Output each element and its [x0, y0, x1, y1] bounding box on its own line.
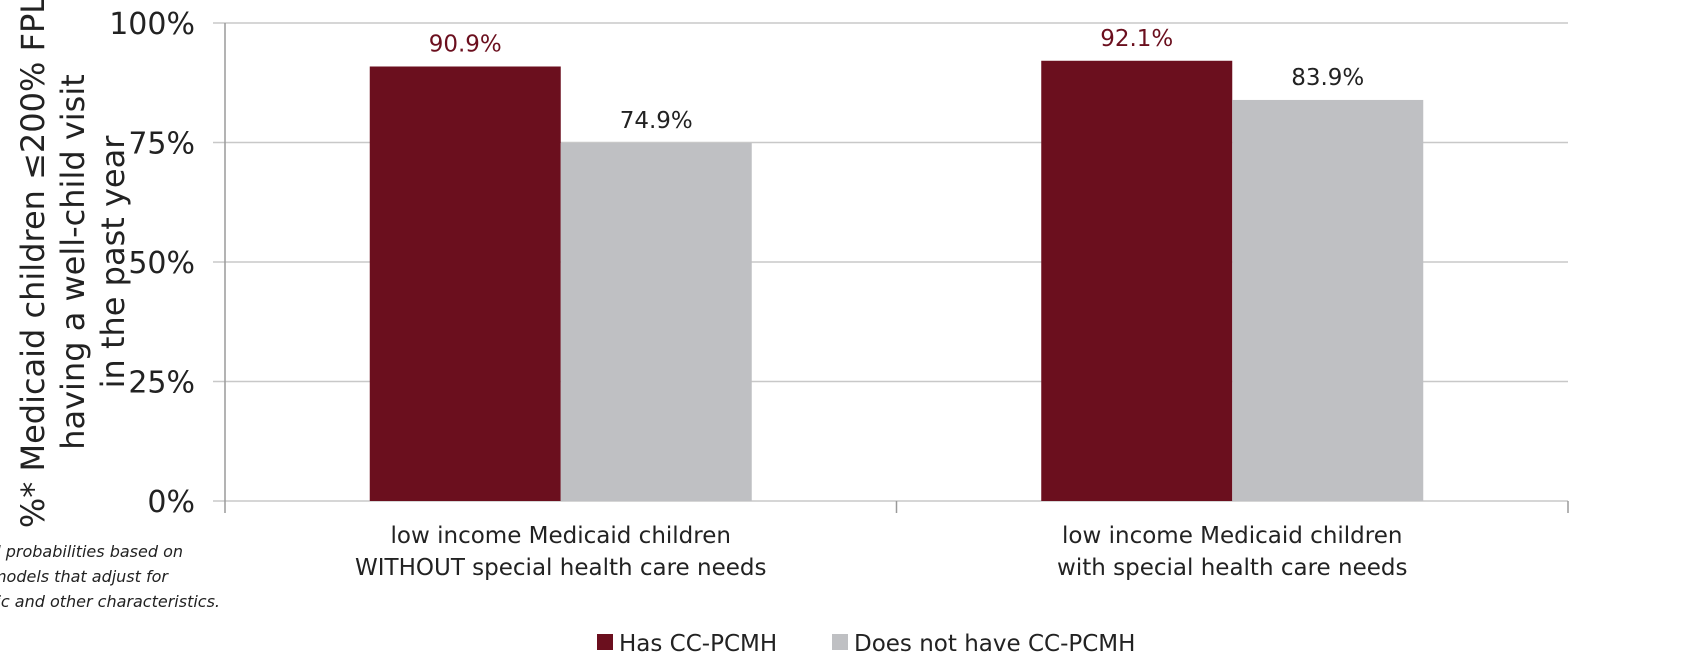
bar — [560, 142, 752, 501]
footnote-line: phic and other characteristics. — [0, 592, 220, 611]
footnote-line: models that adjust for — [0, 567, 169, 586]
legend-label: Has CC-PCMH — [619, 631, 777, 657]
legend: Has CC-PCMH Does not have CC-PCMH — [597, 631, 1135, 657]
footnote-line: d probabilities based on — [0, 542, 183, 561]
data-label: 83.9% — [1291, 65, 1364, 91]
axes: 0% 25% 50% 75% 100% low income Medicaid child… — [109, 7, 1569, 581]
data-labels: 90.9% 74.9% 92.1% 83.9% — [429, 26, 1365, 134]
data-label: 90.9% — [429, 31, 502, 57]
x-category-label: low income Medicaid children — [391, 523, 731, 549]
x-category-label: with special health care needs — [1057, 555, 1407, 581]
legend-label: Does not have CC-PCMH — [854, 631, 1135, 657]
legend-swatch — [597, 634, 613, 650]
y-axis-title: %* Medicaid children ≤200% FPL having a w… — [14, 0, 132, 528]
bar — [369, 66, 561, 502]
bar — [1041, 60, 1233, 502]
footnote: d probabilities based on models that adju… — [0, 542, 220, 611]
y-tick-label: 50% — [128, 246, 195, 281]
y-tick-label: 100% — [109, 7, 195, 42]
y-axis-title-line: %* Medicaid children ≤200% FPL — [14, 0, 52, 528]
bars — [369, 60, 1424, 502]
x-category-label: WITHOUT special health care needs — [355, 555, 766, 581]
bar — [1232, 99, 1424, 501]
x-category-label: low income Medicaid children — [1062, 523, 1402, 549]
legend-swatch — [832, 634, 848, 650]
y-tick-label: 25% — [128, 366, 195, 401]
y-axis-title-line: in the past year — [94, 135, 132, 389]
y-tick-label: 0% — [147, 485, 195, 520]
data-label: 74.9% — [620, 108, 693, 134]
y-tick-label: 75% — [128, 127, 195, 162]
y-axis-title-line: having a well-child visit — [54, 74, 92, 450]
data-label: 92.1% — [1100, 26, 1173, 52]
